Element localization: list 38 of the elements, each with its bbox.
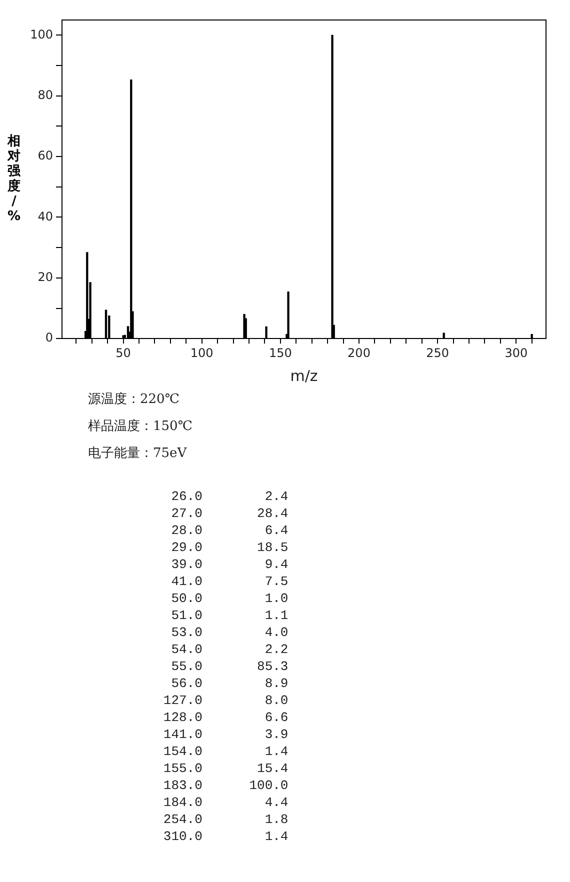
text: 310.0 1.4 xyxy=(162,829,290,846)
text: 55.0 85.3 xyxy=(170,659,290,676)
text: 29.0 18.5 xyxy=(170,540,290,557)
text: 128.0 6.6 xyxy=(162,710,290,727)
y-tick-label: 80 xyxy=(38,88,53,102)
x-axis-title: m/z xyxy=(290,366,318,385)
text: 155.0 15.4 xyxy=(162,761,290,778)
text: 27.0 28.4 xyxy=(170,506,290,523)
text: 26.0 2.4 xyxy=(170,489,290,506)
text: 电子能量：75eV xyxy=(88,445,188,463)
y-tick-label: 0 xyxy=(45,330,53,345)
text: 41.0 7.5 xyxy=(170,574,290,591)
text: 154.0 1.4 xyxy=(162,744,290,761)
y-tick-label: 60 xyxy=(38,148,53,163)
text: 39.0 9.4 xyxy=(170,557,290,574)
text: 51.0 1.1 xyxy=(170,608,290,625)
x-tick-label: 300 xyxy=(504,346,528,360)
y-tick-label: 20 xyxy=(38,270,53,284)
x-tick-label: 150 xyxy=(268,346,292,360)
text: 54.0 2.2 xyxy=(170,642,290,659)
x-tick-label: 250 xyxy=(426,346,450,360)
text: 28.0 6.4 xyxy=(170,523,290,540)
text: 141.0 3.9 xyxy=(162,727,290,744)
text: 183.0 100.0 xyxy=(162,778,290,795)
text: 样品温度：150℃ xyxy=(88,418,194,436)
y-tick-label: 40 xyxy=(38,209,53,224)
x-tick-label: 200 xyxy=(348,346,370,360)
y-axis-title: 相对强度/% xyxy=(6,134,22,224)
text: 53.0 4.0 xyxy=(170,625,290,642)
text: 254.0 1.8 xyxy=(162,812,290,829)
text: 56.0 8.9 xyxy=(170,676,290,693)
text: 184.0 4.4 xyxy=(162,795,290,812)
text: 50.0 1.0 xyxy=(170,591,290,608)
x-tick-label: 50 xyxy=(116,346,131,360)
y-tick-label: 100 xyxy=(30,27,53,42)
text: 127.0 8.0 xyxy=(162,693,290,710)
text: 源温度：220℃ xyxy=(88,391,180,409)
x-tick-label: 100 xyxy=(190,346,214,360)
